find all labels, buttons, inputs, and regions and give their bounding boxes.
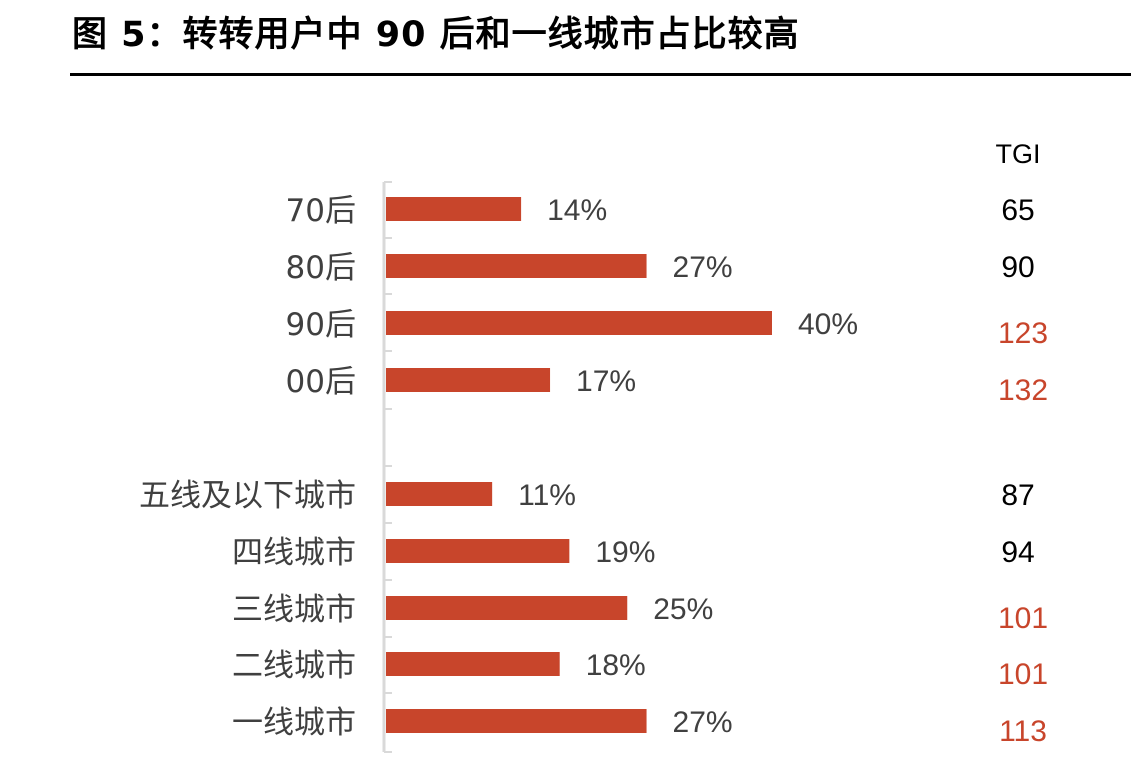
bar <box>386 197 522 221</box>
tgi-value: 101 <box>998 602 1048 635</box>
category-label: 二线城市 <box>232 648 356 684</box>
bar <box>386 482 493 506</box>
category-label: 70后 <box>286 193 356 229</box>
tgi-value: 132 <box>998 374 1048 407</box>
category-label: 一线城市 <box>232 705 356 741</box>
title-divider <box>70 73 1131 76</box>
category-label: 三线城市 <box>232 592 356 628</box>
tgi-value: 113 <box>999 715 1047 748</box>
tgi-value: 94 <box>1001 536 1034 569</box>
tgi-value: 90 <box>1001 251 1034 284</box>
category-label: 90后 <box>286 307 356 343</box>
bar <box>386 652 560 676</box>
value-label: 27% <box>673 706 733 739</box>
tgi-header: TGI <box>996 139 1041 169</box>
tgi-value: 87 <box>1001 479 1034 512</box>
value-label: 17% <box>576 365 636 398</box>
value-label: 11% <box>518 479 576 512</box>
value-label: 14% <box>547 194 607 227</box>
value-label: 18% <box>586 649 646 682</box>
category-label: 00后 <box>286 364 356 400</box>
category-label: 80后 <box>286 250 356 286</box>
value-label: 19% <box>595 536 655 569</box>
category-label: 四线城市 <box>232 535 356 571</box>
bar <box>386 539 570 563</box>
tgi-value: 123 <box>998 317 1048 350</box>
bar <box>386 596 628 620</box>
category-label: 五线及以下城市 <box>139 478 356 514</box>
tgi-value: 65 <box>1001 194 1034 227</box>
value-label: 25% <box>653 593 713 626</box>
value-label: 40% <box>798 308 858 341</box>
value-label: 27% <box>673 251 733 284</box>
bar <box>386 368 551 392</box>
bar <box>386 254 647 278</box>
bar <box>386 311 772 335</box>
bar <box>386 709 647 733</box>
page-title: 图 5：转转用户中 90 后和一线城市占比较高 <box>72 15 800 55</box>
tgi-value: 101 <box>998 658 1048 691</box>
